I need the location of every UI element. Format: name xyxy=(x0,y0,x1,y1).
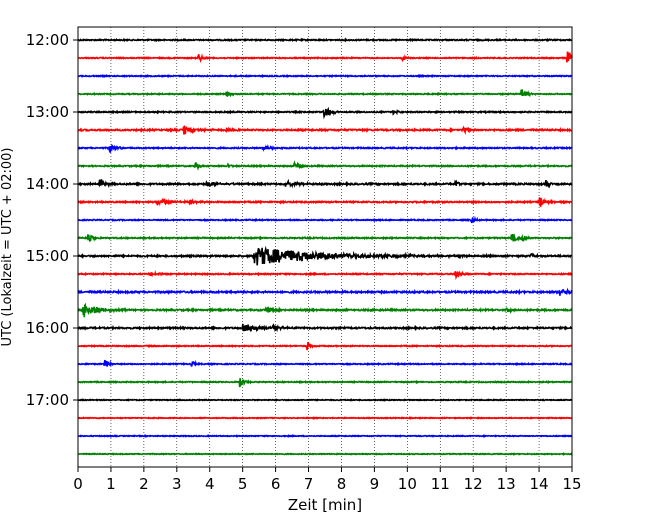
x-tick-label: 9 xyxy=(370,475,380,493)
seismogram-trace xyxy=(77,125,573,136)
seismogram-trace xyxy=(77,215,573,224)
x-tick-label: 0 xyxy=(73,475,83,493)
x-tick-label: 2 xyxy=(139,475,149,493)
y-tick-label: 17:00 xyxy=(26,391,69,409)
seismogram-trace xyxy=(77,434,573,438)
seismogram-trace xyxy=(77,197,573,208)
y-tick-label: 16:00 xyxy=(26,319,69,337)
x-tick-label: 3 xyxy=(172,475,182,493)
x-tick-label: 12 xyxy=(464,475,483,493)
seismogram-trace xyxy=(77,51,573,63)
seismogram-trace xyxy=(77,452,573,456)
x-tick-label: 4 xyxy=(205,475,215,493)
x-tick-label: 6 xyxy=(271,475,281,493)
seismogram-trace xyxy=(77,106,573,120)
seismogram-trace xyxy=(77,359,573,367)
seismogram-trace xyxy=(77,178,573,189)
seismogram-trace xyxy=(77,89,573,98)
seismogram-trace xyxy=(77,233,573,243)
grid-lines xyxy=(110,27,540,467)
y-tick-label: 12:00 xyxy=(26,31,69,49)
x-tick-label: 11 xyxy=(431,475,450,493)
y-tick-label: 13:00 xyxy=(26,103,69,121)
x-tick-label: 5 xyxy=(238,475,248,493)
x-tick-label: 1 xyxy=(106,475,116,493)
x-tick-label: 10 xyxy=(398,475,417,493)
seismogram-trace xyxy=(77,341,573,351)
seismogram-trace xyxy=(77,269,573,281)
x-tick-label: 7 xyxy=(304,475,314,493)
y-axis-label: UTC (Lokalzeit = UTC + 02:00) xyxy=(0,148,15,347)
seismogram-trace xyxy=(77,37,573,43)
x-tick-label: 13 xyxy=(497,475,516,493)
seismogram-trace xyxy=(77,302,573,318)
x-tick-label: 8 xyxy=(337,475,347,493)
plot-frame xyxy=(77,26,573,468)
seismogram-trace xyxy=(77,416,573,420)
y-axis-ticks: 12:00 13:00 14:00 15:00 16:00 17:00 xyxy=(26,31,78,409)
x-tick-label: 15 xyxy=(562,475,581,493)
seismogram-trace xyxy=(77,398,573,402)
x-axis-label: Zeit [min] xyxy=(288,496,362,514)
x-tick-label: 14 xyxy=(530,475,549,493)
seismogram-trace xyxy=(78,73,573,79)
seismogram-trace xyxy=(77,378,573,388)
seismogram-trace xyxy=(77,287,573,296)
seismogram-trace xyxy=(77,143,573,153)
trace-group xyxy=(77,37,573,456)
y-tick-label: 15:00 xyxy=(26,247,69,265)
y-tick-label: 14:00 xyxy=(26,175,69,193)
seismogram-trace xyxy=(77,323,573,333)
seismogram-trace xyxy=(77,160,573,171)
seismogram-trace xyxy=(77,245,573,266)
x-axis-ticks: 0 1 2 3 4 5 6 7 8 9 10 11 12 13 14 15 xyxy=(73,467,582,493)
